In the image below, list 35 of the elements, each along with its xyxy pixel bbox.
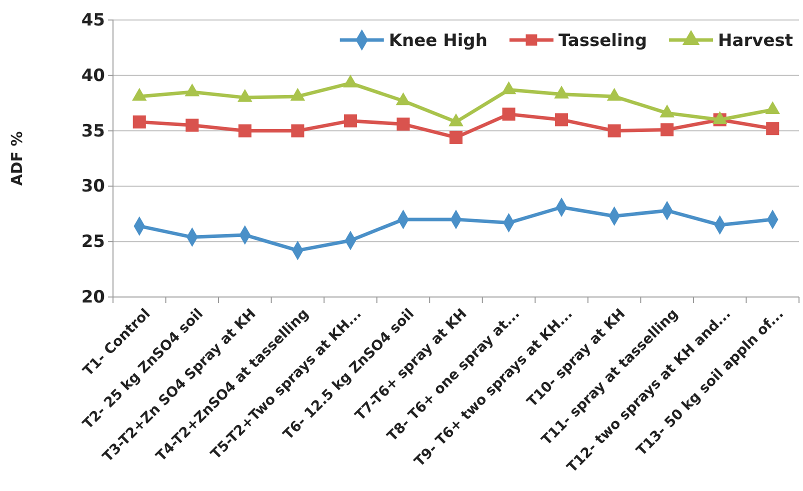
legend-label: Harvest [718, 30, 793, 51]
point [344, 114, 357, 128]
point [555, 113, 568, 126]
y-tick-label: 45 [81, 10, 105, 30]
point [238, 89, 252, 102]
point [290, 88, 306, 101]
y-tick-label: 35 [81, 121, 105, 142]
point [132, 115, 146, 128]
point [449, 130, 463, 144]
point [766, 122, 780, 136]
y-tick-label: 30 [81, 176, 106, 197]
point [396, 118, 410, 131]
point [184, 83, 200, 96]
y-tick-label: 25 [81, 232, 105, 252]
point [343, 74, 358, 88]
point [660, 104, 674, 118]
point [501, 81, 516, 94]
legend-label: Knee High [388, 30, 488, 51]
point [502, 108, 516, 121]
point [396, 92, 411, 106]
point [606, 88, 622, 101]
y-tick-label: 20 [81, 287, 106, 308]
point [238, 124, 252, 138]
y-axis-title: ADF % [8, 131, 26, 186]
point [291, 124, 304, 138]
point [448, 113, 464, 126]
point [712, 111, 728, 124]
point [132, 88, 147, 101]
legend-label: Tasseling [558, 30, 648, 51]
point [554, 86, 569, 99]
y-tick-label: 40 [81, 66, 106, 86]
point [186, 118, 199, 132]
point [660, 123, 674, 136]
point [608, 124, 621, 138]
point [765, 101, 780, 114]
